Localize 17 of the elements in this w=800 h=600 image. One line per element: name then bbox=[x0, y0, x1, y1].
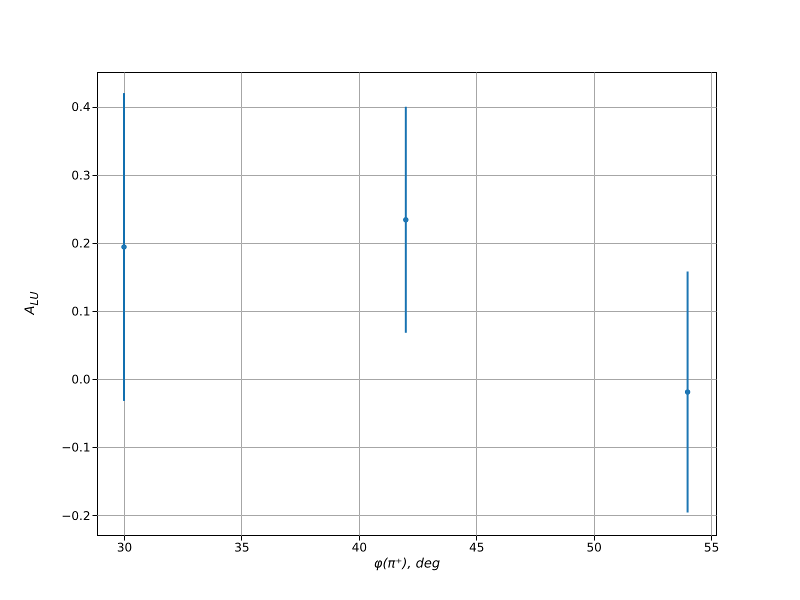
x-axis-title: φ(π⁺), deg bbox=[374, 556, 440, 572]
y-tick-label: 0.1 bbox=[71, 304, 90, 318]
x-tick-label: 30 bbox=[116, 540, 132, 554]
y-tick-label: 0.3 bbox=[71, 168, 90, 182]
x-tick-label: 55 bbox=[704, 540, 720, 554]
x-tick-label: 50 bbox=[586, 540, 602, 554]
x-tick-label: 45 bbox=[469, 540, 484, 554]
y-tick-label: −0.1 bbox=[61, 440, 90, 455]
y-tick-label: −0.2 bbox=[61, 508, 90, 523]
x-tick-label: 40 bbox=[352, 540, 367, 554]
point bbox=[684, 389, 690, 395]
point bbox=[403, 217, 409, 222]
y-tick-label: 0.4 bbox=[71, 100, 90, 114]
x-tick-label: 35 bbox=[234, 540, 250, 554]
point bbox=[121, 244, 127, 250]
y-tick-label: 0.2 bbox=[71, 236, 90, 250]
y-tick-label: 0.0 bbox=[71, 372, 90, 387]
